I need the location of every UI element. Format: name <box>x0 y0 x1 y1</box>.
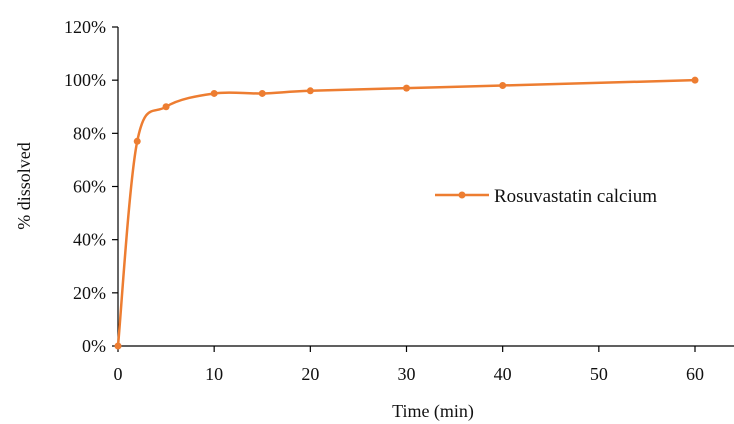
legend-label: Rosuvastatin calcium <box>494 186 657 207</box>
y-tick-label: 80% <box>73 123 106 143</box>
legend: Rosuvastatin calcium <box>435 186 657 207</box>
data-point <box>306 87 314 95</box>
y-ticks: 0% 20% 40% 60% 80% 100% 120% <box>64 17 118 356</box>
y-tick-label: 0% <box>82 336 106 356</box>
y-axis: 0% 20% 40% 60% 80% 100% 120% <box>64 17 119 356</box>
y-tick-label: 100% <box>64 70 106 90</box>
data-point <box>691 76 699 84</box>
x-tick-label: 60 <box>686 364 704 384</box>
x-tick-label: 20 <box>301 364 319 384</box>
data-point <box>499 81 507 89</box>
series-layer <box>114 76 699 350</box>
data-point <box>258 89 266 97</box>
y-tick-label: 20% <box>73 283 106 303</box>
y-tick-label: 40% <box>73 230 106 250</box>
x-tick-label: 50 <box>590 364 608 384</box>
x-tick-label: 30 <box>398 364 416 384</box>
data-point <box>162 103 170 111</box>
y-axis-title: % dissolved <box>14 142 34 230</box>
x-ticks: 0 10 20 30 40 50 60 <box>114 346 704 384</box>
x-tick-label: 10 <box>205 364 223 384</box>
y-tick-label: 120% <box>64 17 106 37</box>
data-point <box>133 137 141 145</box>
x-axis: 0 10 20 30 40 50 60 <box>114 345 734 384</box>
data-point <box>403 84 410 92</box>
series-line <box>116 78 696 347</box>
data-point <box>114 342 122 350</box>
y-tick-label: 60% <box>73 177 106 197</box>
x-tick-label: 40 <box>494 364 512 384</box>
data-point <box>210 89 218 97</box>
x-axis-title: Time (min) <box>392 401 474 422</box>
legend-marker <box>458 191 466 199</box>
x-tick-label: 0 <box>114 364 123 384</box>
